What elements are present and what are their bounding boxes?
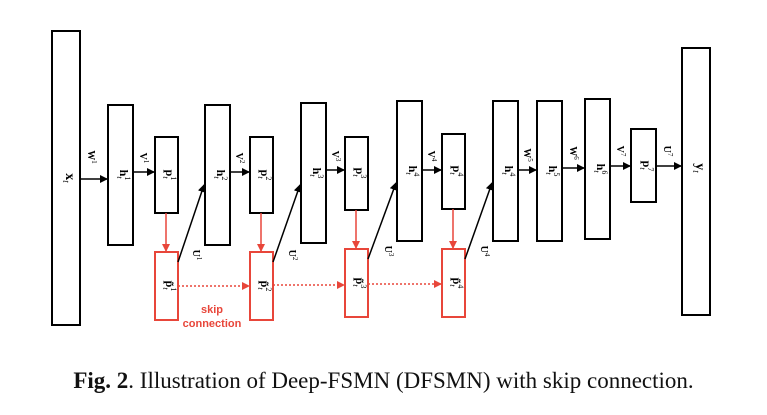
- svg-text:U7: U7: [661, 146, 674, 157]
- label-p4: p4t: [448, 166, 465, 177]
- label-pt1: p̃1t: [161, 281, 178, 292]
- svg-text:h5t: h5t: [544, 166, 561, 177]
- weight-U7: U7: [661, 146, 674, 157]
- label-h3: h3t: [308, 168, 325, 179]
- box-h4b: [492, 100, 519, 242]
- label-p3: p3t: [351, 168, 368, 179]
- svg-text:p̃1t: p̃1t: [161, 281, 178, 292]
- svg-text:h6t: h6t: [592, 164, 609, 175]
- box-h5: [536, 100, 563, 242]
- label-h5: h5t: [544, 166, 561, 177]
- weight-V4: V4: [425, 151, 438, 162]
- svg-text:h4t: h4t: [404, 166, 421, 177]
- label-h4b: h4t: [500, 166, 517, 177]
- label-pt3: p̃3t: [351, 278, 368, 289]
- svg-text:V2: V2: [233, 153, 246, 164]
- box-h6: [584, 98, 611, 240]
- svg-text:h4t: h4t: [500, 166, 517, 177]
- weight-W5: W5: [521, 148, 534, 162]
- weight-W1: W1: [85, 150, 98, 164]
- weight-V2: V2: [233, 153, 246, 164]
- label-h4: h4t: [404, 166, 421, 177]
- label-h6: h6t: [592, 164, 609, 175]
- weight-V3: V3: [329, 151, 342, 162]
- box-h2: [204, 104, 231, 246]
- svg-text:U1: U1: [190, 250, 203, 261]
- box-h4: [396, 100, 423, 242]
- box-h3: [300, 102, 327, 244]
- svg-text:U4: U4: [478, 246, 491, 257]
- svg-text:yt: yt: [691, 163, 707, 173]
- label-pt4: p̃4t: [448, 278, 465, 289]
- arrow-pt2-h3: [272, 184, 302, 263]
- svg-text:V3: V3: [329, 151, 342, 162]
- svg-text:h1t: h1t: [115, 170, 132, 181]
- weight-U2: U2: [286, 250, 299, 261]
- svg-text:p2t: p2t: [256, 170, 273, 181]
- svg-text:p7t: p7t: [638, 161, 655, 172]
- svg-text:p4t: p4t: [448, 166, 465, 177]
- label-h2: h2t: [212, 170, 229, 181]
- svg-text:U3: U3: [382, 246, 395, 257]
- svg-text:p̃4t: p̃4t: [448, 278, 465, 289]
- weight-W6: W6: [567, 146, 580, 160]
- label-pt2: p̃2t: [256, 281, 273, 292]
- box-pt4: [441, 248, 466, 318]
- label-h1: h1t: [115, 170, 132, 181]
- arrow-pt4-h4b: [464, 182, 494, 260]
- weight-U4: U4: [478, 246, 491, 257]
- svg-text:p̃2t: p̃2t: [256, 281, 273, 292]
- arrow-pt3-h4: [367, 182, 398, 260]
- box-x: [51, 30, 81, 326]
- label-p2: p2t: [256, 170, 273, 181]
- label-x: xt: [61, 173, 77, 183]
- svg-text:U2: U2: [286, 250, 299, 261]
- weight-V7: V7: [614, 146, 627, 157]
- caption-text: . Illustration of Deep-FSMN (DFSMN) with…: [128, 368, 694, 393]
- arrow-pt1-h2: [177, 184, 206, 263]
- dfsmn-diagram: skip connection xt h1t p1t h2t p2t h3t p…: [51, 30, 711, 330]
- weight-U1: U1: [190, 250, 203, 261]
- svg-text:V4: V4: [425, 151, 438, 162]
- svg-text:W6: W6: [567, 146, 580, 160]
- svg-text:V1: V1: [137, 153, 150, 164]
- box-pt2: [249, 251, 274, 321]
- box-pt3: [344, 248, 369, 318]
- svg-text:W1: W1: [85, 150, 98, 164]
- svg-text:p1t: p1t: [161, 170, 178, 181]
- label-y: yt: [691, 163, 707, 173]
- svg-text:p̃3t: p̃3t: [351, 278, 368, 289]
- label-p7: p7t: [638, 161, 655, 172]
- svg-text:V7: V7: [614, 146, 627, 157]
- skip-label-line2: connection: [183, 318, 242, 330]
- svg-text:h3t: h3t: [308, 168, 325, 179]
- box-h1: [107, 104, 134, 246]
- weight-U3: U3: [382, 246, 395, 257]
- caption-label: Fig. 2: [73, 368, 129, 393]
- svg-text:W5: W5: [521, 148, 534, 162]
- weight-V1: V1: [137, 153, 150, 164]
- svg-text:xt: xt: [61, 173, 77, 183]
- label-p1: p1t: [161, 170, 178, 181]
- skip-label-line1: skip: [201, 304, 223, 316]
- svg-text:p3t: p3t: [351, 168, 368, 179]
- box-y: [681, 47, 711, 316]
- figure-caption: Fig. 2. Illustration of Deep-FSMN (DFSMN…: [0, 368, 767, 394]
- svg-text:h2t: h2t: [212, 170, 229, 181]
